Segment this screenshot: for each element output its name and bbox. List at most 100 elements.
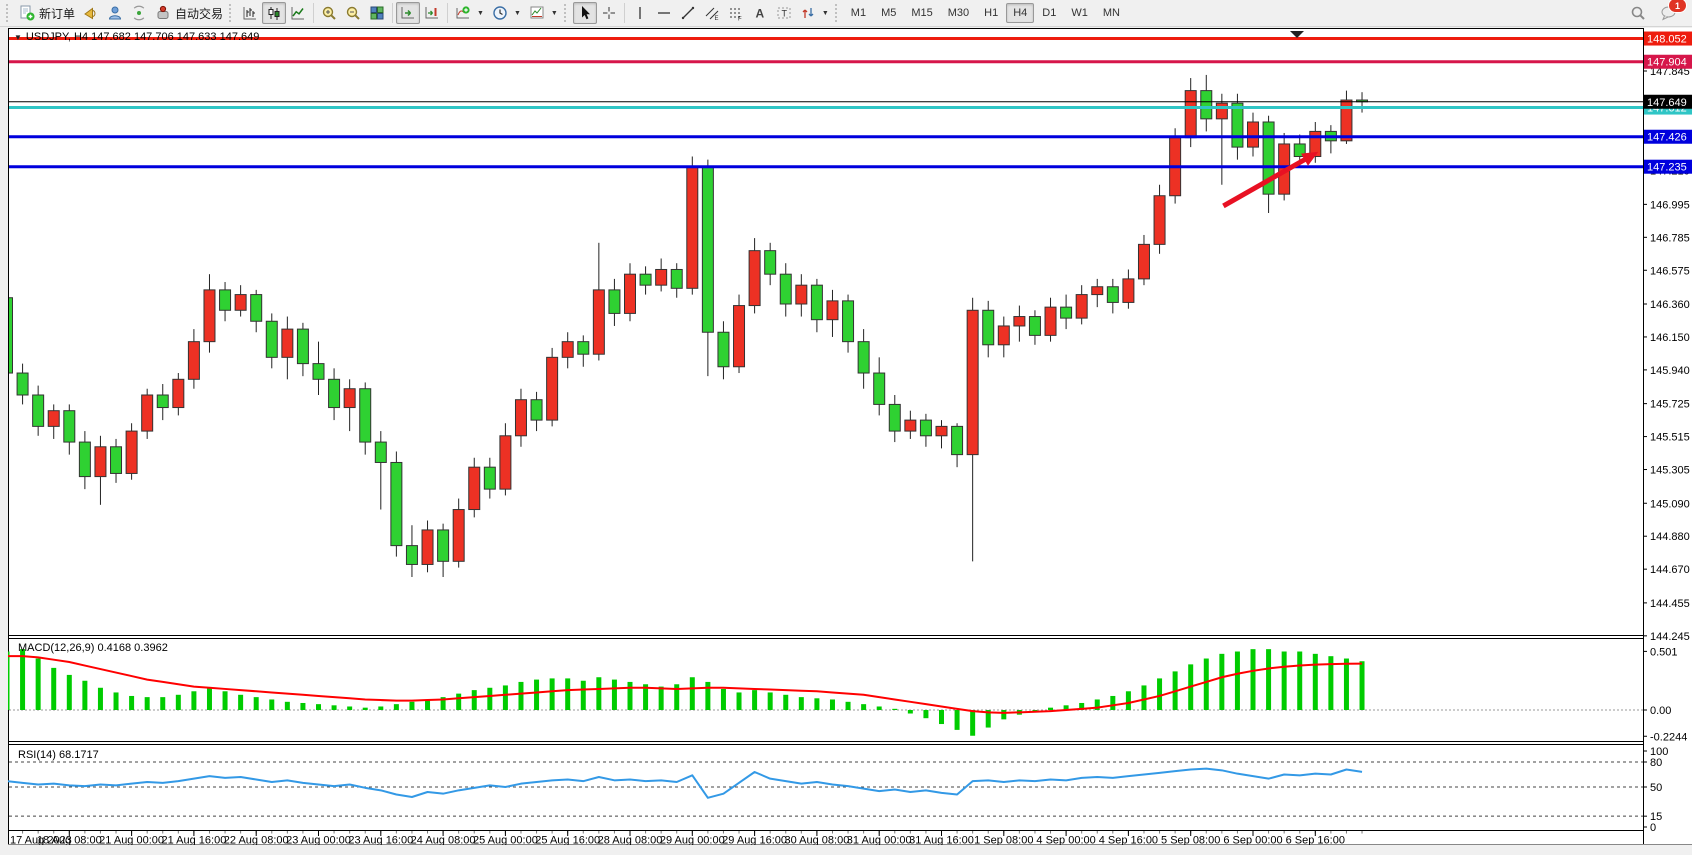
price-tick-label[interactable]: 145.515 <box>1650 432 1690 444</box>
time-tick-label[interactable]: 4 Sep 00:00 <box>1036 835 1095 846</box>
time-tick-label[interactable]: 22 Aug 08:00 <box>224 835 289 846</box>
price-tick-label[interactable]: 144.455 <box>1650 598 1690 610</box>
new-order-button[interactable]: 新订单 <box>15 2 79 24</box>
time-tick-label[interactable]: 17 Aug 2023 <box>10 835 72 846</box>
time-tick-label[interactable]: 30 Aug 08:00 <box>784 835 849 846</box>
time-tick-label[interactable]: 24 Aug 08:00 <box>411 835 476 846</box>
rsi-axis-label[interactable]: 0 <box>1650 822 1656 834</box>
chart-window[interactable]: 147.845147.210146.995146.785146.575146.3… <box>8 28 1692 845</box>
time-tick-label[interactable]: 1 Sep 08:00 <box>974 835 1033 846</box>
search-button[interactable] <box>1626 2 1650 24</box>
text-button[interactable]: A <box>748 2 772 24</box>
time-tick-label[interactable]: 23 Aug 16:00 <box>348 835 413 846</box>
macd-bar <box>658 686 664 710</box>
time-tick-label[interactable]: 29 Aug 16:00 <box>722 835 787 846</box>
vertical-line-button[interactable] <box>628 2 652 24</box>
macd-bar <box>549 678 555 710</box>
bear-candle <box>1028 316 1041 336</box>
time-tick-label[interactable]: 28 Aug 08:00 <box>598 835 663 846</box>
price-tick-label[interactable]: 144.245 <box>1650 631 1690 643</box>
arrows-dropdown-caret[interactable]: ▼ <box>821 9 829 17</box>
timeframe-m15[interactable]: M15 <box>911 7 933 19</box>
price-tick-label[interactable]: 147.845 <box>1650 66 1690 78</box>
price-tick-label[interactable]: 146.150 <box>1650 332 1690 344</box>
chart-canvas[interactable]: 147.845147.210146.995146.785146.575146.3… <box>8 28 1692 845</box>
tile-windows-button[interactable] <box>365 2 389 24</box>
crosshair-button[interactable] <box>597 2 621 24</box>
bar-chart-button[interactable] <box>238 2 262 24</box>
timeframe-m1[interactable]: M1 <box>850 7 867 19</box>
timeframe-d1[interactable]: D1 <box>1042 7 1057 19</box>
periods-button[interactable]: ▼ <box>488 2 525 24</box>
time-tick-label[interactable]: 31 Aug 00:00 <box>847 835 912 846</box>
time-tick-label[interactable]: 31 Aug 16:00 <box>909 835 974 846</box>
text-label-icon: T <box>776 5 792 21</box>
horizontal-line-button[interactable] <box>652 2 676 24</box>
rsi-axis-label[interactable]: 80 <box>1650 757 1662 769</box>
candlestick-chart-button[interactable] <box>262 2 287 24</box>
price-tick-label[interactable]: 144.880 <box>1650 531 1690 543</box>
trend-arrow[interactable] <box>1222 154 1311 209</box>
macd-axis-label[interactable]: 0.00 <box>1650 705 1671 717</box>
autotrading-button[interactable]: 自动交易 <box>151 2 227 24</box>
templates-button[interactable]: ▼ <box>525 2 562 24</box>
macd-axis-label[interactable]: 0.501 <box>1650 646 1678 658</box>
chart-shift-marker-icon[interactable] <box>1290 31 1304 38</box>
rsi-axis-label[interactable]: 50 <box>1650 782 1662 794</box>
rsi-axis-label[interactable]: 100 <box>1650 746 1668 758</box>
arrows-button[interactable]: ▼ <box>796 2 833 24</box>
price-tick-label[interactable]: 146.995 <box>1650 199 1690 211</box>
channel-icon: E <box>704 5 720 21</box>
time-tick-label[interactable]: 4 Sep 16:00 <box>1099 835 1158 846</box>
timeframe-m5[interactable]: M5 <box>881 7 897 19</box>
channel-button[interactable]: E <box>700 2 724 24</box>
time-tick-label[interactable]: 25 Aug 00:00 <box>473 835 538 846</box>
time-tick-label[interactable]: 21 Aug 16:00 <box>161 835 226 846</box>
zoom-in-button[interactable] <box>317 2 341 24</box>
signal-button[interactable] <box>127 2 151 24</box>
cursor-button[interactable] <box>572 2 597 24</box>
price-tick-label[interactable]: 145.305 <box>1650 465 1690 477</box>
rsi-axis-label[interactable]: 15 <box>1650 811 1662 823</box>
auto-scroll-button[interactable] <box>396 2 421 24</box>
time-tick-label[interactable]: 6 Sep 00:00 <box>1223 835 1282 846</box>
macd-bar <box>206 687 212 710</box>
macd-bar <box>1110 695 1116 710</box>
text-label-button[interactable]: T <box>772 2 796 24</box>
chart-shift-button[interactable] <box>420 2 444 24</box>
time-tick-label[interactable]: 23 Aug 00:00 <box>286 835 351 846</box>
price-tick-label[interactable]: 146.785 <box>1650 232 1690 244</box>
time-tick-label[interactable]: 21 Aug 00:00 <box>99 835 164 846</box>
trendline-button[interactable] <box>676 2 700 24</box>
indicators-button[interactable]: ▼ <box>451 2 488 24</box>
zoom-out-button[interactable] <box>341 2 365 24</box>
price-tick-label[interactable]: 144.670 <box>1650 564 1690 576</box>
price-tick-label[interactable]: 145.940 <box>1650 365 1690 377</box>
megaphone-button[interactable] <box>79 2 103 24</box>
time-tick-label[interactable]: 29 Aug 00:00 <box>660 835 725 846</box>
profile-button[interactable] <box>103 2 127 24</box>
price-tick-label[interactable]: 145.090 <box>1650 498 1690 510</box>
timeframe-mn[interactable]: MN <box>1102 7 1120 19</box>
bear-candle <box>296 328 309 365</box>
timeframe-h4[interactable]: H4 <box>1006 3 1035 23</box>
macd-bar <box>269 699 275 710</box>
indicators-dropdown-caret[interactable]: ▼ <box>477 9 484 17</box>
timeframe-m30[interactable]: M30 <box>947 7 970 19</box>
templates-dropdown-caret[interactable]: ▼ <box>550 9 558 17</box>
timeframe-h1[interactable]: H1 <box>984 7 999 19</box>
price-tick-label[interactable]: 146.575 <box>1650 265 1690 277</box>
notifications-button[interactable]: 1 <box>1656 0 1687 24</box>
macd-axis-label[interactable]: -0.2244 <box>1650 731 1687 743</box>
bull-candle <box>624 273 636 314</box>
timeframe-w1[interactable]: W1 <box>1071 7 1088 19</box>
price-tick-label[interactable]: 145.725 <box>1650 399 1690 411</box>
periods-dropdown-caret[interactable]: ▼ <box>513 9 521 17</box>
time-tick-label[interactable]: 18 Aug 08:00 <box>37 835 102 846</box>
time-tick-label[interactable]: 6 Sep 16:00 <box>1286 835 1345 846</box>
time-tick-label[interactable]: 5 Sep 08:00 <box>1161 835 1220 846</box>
time-tick-label[interactable]: 25 Aug 16:00 <box>535 835 600 846</box>
line-chart-button[interactable] <box>286 2 310 24</box>
fibonacci-button[interactable]: F <box>724 2 748 24</box>
price-tick-label[interactable]: 146.360 <box>1650 299 1690 311</box>
